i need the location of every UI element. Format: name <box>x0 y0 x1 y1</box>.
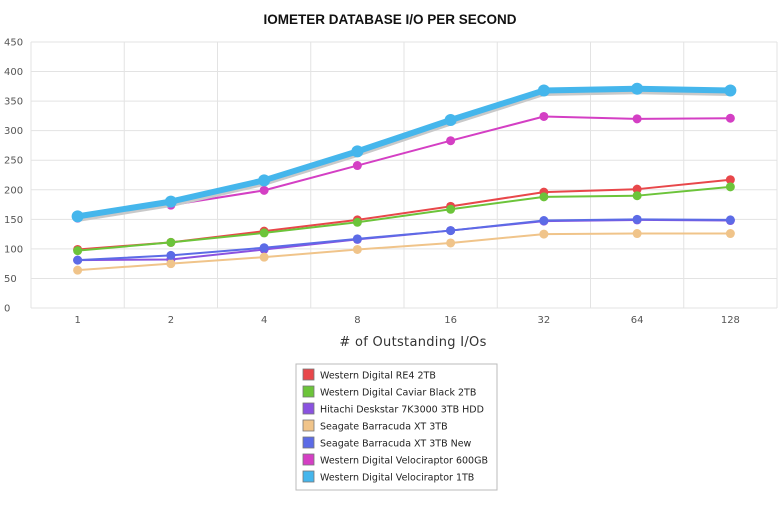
axis-layer: 0 50 100 150 200 250 300 350 400 450 1 2 4 8 16 32 64 128 <box>4 38 740 327</box>
data-point <box>446 204 456 214</box>
data-point <box>539 192 549 202</box>
y-tick-label: 250 <box>4 156 23 167</box>
legend-label: Hitachi Deskstar 7K3000 3TB HDD <box>320 405 484 416</box>
data-point <box>352 217 362 227</box>
y-tick-label: 350 <box>4 97 23 108</box>
legend-items: Western Digital RE4 2TB Western Digital C… <box>302 368 488 484</box>
legend: Western Digital RE4 2TB Western Digital C… <box>295 363 498 491</box>
data-point <box>259 243 269 253</box>
data-point <box>632 114 642 124</box>
data-point <box>259 185 269 195</box>
legend-swatch <box>302 436 315 449</box>
y-tick-label: 100 <box>4 244 23 255</box>
series-line <box>76 232 732 272</box>
legend-swatch <box>302 402 315 415</box>
y-tick-label: 450 <box>4 38 23 49</box>
data-point <box>725 113 735 123</box>
x-tick-label: 4 <box>261 315 267 326</box>
data-point <box>539 111 549 121</box>
legend-label: Seagate Barracuda XT 3TB New <box>320 439 472 450</box>
x-tick-label: 1 <box>74 315 80 326</box>
data-point <box>632 214 642 224</box>
y-tick-label: 50 <box>4 274 17 285</box>
data-point <box>259 228 269 238</box>
series-line <box>76 185 732 252</box>
data-point <box>73 255 83 265</box>
legend-swatch <box>302 453 315 466</box>
data-point <box>166 259 176 269</box>
data-point <box>352 244 362 254</box>
data-point <box>724 84 737 97</box>
legend-label: Western Digital RE4 2TB <box>320 371 436 382</box>
legend-swatch <box>302 385 315 398</box>
legend-swatch <box>302 419 315 432</box>
data-point <box>166 237 176 247</box>
data-point <box>725 182 735 192</box>
x-tick-label: 16 <box>444 315 457 326</box>
legend-swatch <box>302 470 315 483</box>
x-tick-label: 32 <box>538 315 551 326</box>
data-point <box>725 175 735 185</box>
x-tick-label: 2 <box>168 315 174 326</box>
grid-layer <box>30 41 778 309</box>
data-point <box>71 210 84 223</box>
data-point <box>352 161 362 171</box>
legend-label: Western Digital Velociraptor 1TB <box>320 473 474 484</box>
y-tick-label: 150 <box>4 215 23 226</box>
data-point <box>725 229 735 239</box>
data-point <box>352 234 362 244</box>
series-seagate-barracuda-xt-3tb <box>73 229 735 275</box>
chart-title: IOMETER DATABASE I/O PER SECOND <box>263 12 516 27</box>
data-point <box>166 250 176 260</box>
x-tick-label: 8 <box>354 315 360 326</box>
data-point <box>446 226 456 236</box>
data-point <box>632 191 642 201</box>
data-point <box>631 82 644 95</box>
data-point <box>725 215 735 225</box>
y-tick-label: 300 <box>4 126 23 137</box>
y-tick-label: 400 <box>4 67 23 78</box>
data-point <box>258 174 271 187</box>
legend-label: Western Digital Caviar Black 2TB <box>320 388 476 399</box>
series-western-digital-caviar-black-2tb <box>73 182 735 256</box>
legend-label: Seagate Barracuda XT 3TB <box>320 422 448 433</box>
data-point <box>632 229 642 239</box>
x-axis-label: # of Outstanding I/Os <box>339 335 486 350</box>
data-point <box>259 252 269 262</box>
series-line <box>76 218 732 262</box>
legend-box <box>295 363 498 491</box>
x-tick-label: 128 <box>721 315 740 326</box>
y-tick-label: 0 <box>4 304 10 315</box>
data-point <box>444 114 457 127</box>
y-tick-label: 200 <box>4 185 23 196</box>
data-point <box>446 238 456 248</box>
data-point <box>446 136 456 146</box>
legend-label: Western Digital Velociraptor 600GB <box>320 456 488 467</box>
data-point <box>164 195 177 208</box>
data-point <box>632 184 642 194</box>
series-western-digital-velociraptor-1tb <box>71 82 737 223</box>
data-point <box>73 265 83 275</box>
data-point <box>537 84 550 97</box>
series-layer <box>71 82 737 275</box>
x-tick-label: 64 <box>631 315 644 326</box>
series-seagate-barracuda-xt-3tb-new <box>73 214 735 265</box>
data-point <box>351 145 364 158</box>
data-point <box>539 229 549 239</box>
legend-swatch <box>302 368 315 381</box>
data-point <box>73 246 83 256</box>
series-line <box>74 85 734 220</box>
data-point <box>539 216 549 226</box>
